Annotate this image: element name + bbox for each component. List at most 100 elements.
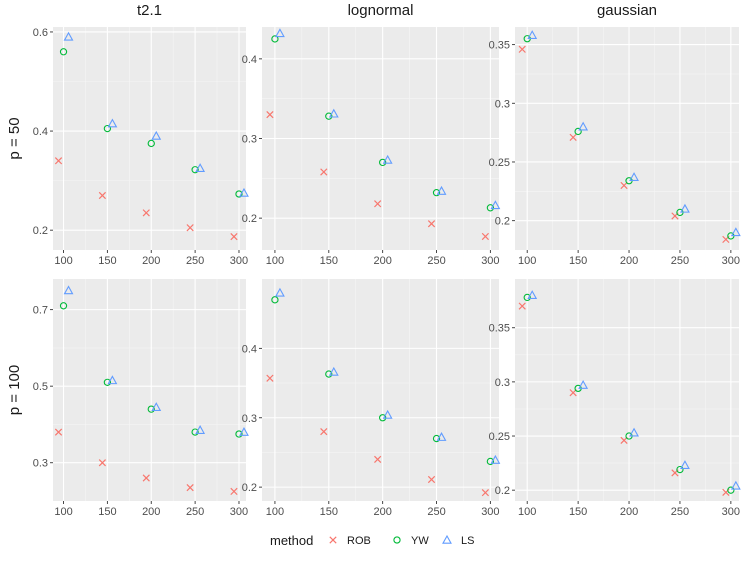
point-ls (578, 379, 589, 389)
point-rob (481, 232, 490, 241)
point-yw (486, 457, 495, 466)
point-ls (527, 290, 538, 299)
point-yw (727, 486, 735, 494)
point-rob (54, 157, 63, 165)
legend-title: method (270, 533, 313, 548)
point-rob (186, 224, 194, 232)
y-tick-label: 0.2 (495, 216, 510, 228)
point-yw (235, 430, 243, 438)
y-tick-label: 0.7 (33, 305, 48, 317)
point-ls (195, 163, 206, 172)
facet-row-title-p-100: p = 100 (6, 365, 23, 415)
x-tick-label: 200 (620, 506, 638, 518)
y-tick-label: 0.35 (489, 40, 510, 52)
y-tick-label: 0.4 (33, 126, 48, 138)
point-rob (481, 489, 490, 497)
point-yw (103, 378, 112, 386)
panel-gaussian-p-50-background (515, 27, 739, 250)
facet-title-gaussian: gaussian (597, 2, 657, 19)
x-tick-label: 300 (481, 506, 499, 518)
point-rob (142, 474, 150, 482)
point-rob (54, 428, 63, 436)
point-ls (527, 30, 538, 39)
point-yw (325, 370, 333, 378)
point-rob (374, 455, 382, 463)
point-ls (107, 375, 118, 385)
y-tick-label: 0.35 (489, 323, 510, 335)
x-tick-label: 200 (620, 255, 638, 267)
point-ls (239, 187, 249, 197)
point-ls (436, 185, 447, 195)
x-tick-label: 150 (98, 255, 116, 267)
legend-key-rob (329, 536, 337, 544)
point-yw (432, 189, 441, 197)
y-tick-label: 0.3 (242, 134, 257, 146)
point-rob (320, 168, 328, 176)
point-yw (432, 434, 441, 443)
x-tick-label: 300 (230, 506, 248, 518)
x-tick-label: 250 (427, 506, 445, 518)
point-ls (328, 108, 339, 118)
y-tick-label: 0.2 (33, 225, 48, 237)
x-tick-label: 100 (266, 255, 284, 267)
x-tick-label: 100 (54, 506, 72, 518)
x-tick-label: 250 (671, 255, 689, 267)
point-rob (518, 45, 526, 53)
point-ls (63, 31, 74, 41)
point-ls (274, 28, 285, 38)
point-rob (230, 232, 238, 241)
y-tick-label: 0.2 (242, 213, 257, 225)
x-tick-label: 100 (54, 255, 72, 267)
x-tick-label: 200 (373, 506, 391, 518)
point-yw (486, 204, 495, 212)
x-tick-label: 300 (722, 506, 740, 518)
y-tick-label: 0.2 (242, 482, 257, 494)
y-tick-label: 0.3 (495, 98, 510, 110)
x-tick-label: 100 (518, 255, 536, 267)
point-ls (63, 285, 74, 295)
point-yw (379, 158, 387, 167)
point-yw (191, 428, 199, 436)
legend-label-yw: YW (411, 535, 429, 547)
point-rob (374, 200, 382, 208)
point-ls (629, 427, 639, 437)
point-ls (195, 425, 206, 434)
point-ls (239, 426, 249, 436)
point-yw (59, 48, 68, 56)
point-yw (235, 190, 243, 198)
panel-gaussian-p-100-background (515, 279, 739, 501)
point-rob (569, 133, 577, 141)
y-tick-label: 0.25 (489, 157, 510, 169)
point-ls (680, 460, 690, 470)
point-rob (427, 475, 436, 484)
point-rob (320, 428, 328, 436)
y-tick-label: 0.25 (489, 431, 510, 443)
point-ls (578, 121, 589, 131)
legend-key-yw (393, 536, 401, 544)
point-yw (325, 112, 333, 120)
x-tick-label: 100 (518, 506, 536, 518)
point-rob (230, 487, 238, 496)
point-rob (98, 459, 107, 467)
x-tick-label: 100 (266, 506, 284, 518)
x-tick-label: 150 (569, 255, 587, 267)
x-tick-label: 250 (671, 506, 689, 518)
facet-title-t2-1: t2.1 (137, 2, 162, 19)
point-rob (620, 181, 628, 190)
x-tick-label: 250 (427, 255, 445, 267)
point-yw (59, 302, 68, 310)
point-ls (274, 287, 285, 297)
point-ls (490, 200, 501, 210)
x-tick-label: 300 (722, 255, 740, 267)
y-tick-label: 0.3 (495, 377, 510, 389)
point-yw (147, 405, 155, 413)
legend-label-ls: LS (461, 535, 474, 547)
x-tick-label: 250 (186, 255, 204, 267)
x-tick-label: 300 (481, 255, 499, 267)
point-ls (382, 409, 393, 419)
point-ls (730, 227, 741, 237)
x-tick-label: 150 (320, 255, 338, 267)
point-yw (271, 296, 279, 304)
x-tick-label: 150 (98, 506, 116, 518)
